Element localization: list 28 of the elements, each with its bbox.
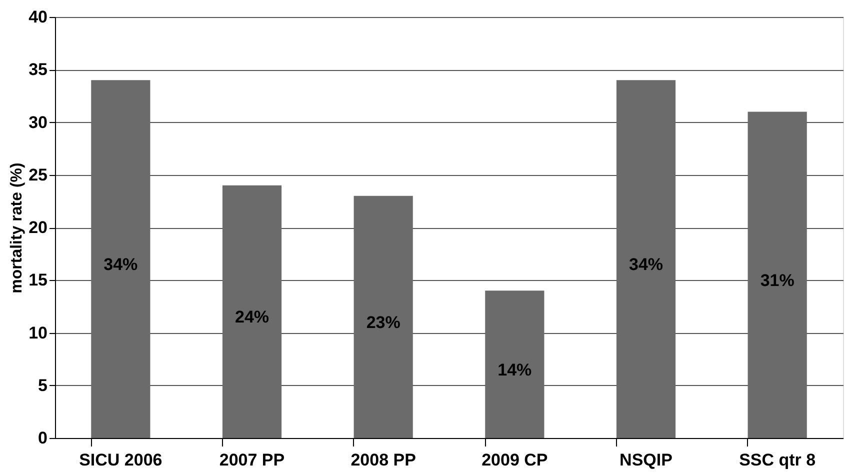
x-tick-label: 2007 PP (219, 450, 285, 470)
y-tick-label: 10 (28, 323, 48, 342)
data-label: 34% (104, 255, 138, 274)
bar (354, 196, 413, 438)
bar (616, 80, 676, 438)
x-tick-label: 2009 CP (482, 450, 548, 470)
bar (485, 290, 544, 438)
bar (222, 185, 282, 438)
x-tick-label: SSC qtr 8 (739, 450, 816, 470)
data-label: 24% (234, 308, 270, 327)
y-tick-label: 35 (28, 60, 48, 80)
x-tick-label: 2008 PP (350, 450, 416, 470)
y-axis-title: mortality rate (%) (8, 162, 26, 294)
x-tick-label: NSQIP (620, 450, 672, 470)
y-tick-label: 0 (38, 428, 48, 448)
bar (91, 80, 150, 438)
y-tick-label: 5 (38, 376, 48, 395)
y-tick-label: 25 (28, 165, 48, 184)
data-label: 14% (498, 360, 532, 380)
data-label: 34% (628, 255, 664, 274)
y-tick-label: 15 (28, 270, 48, 290)
data-label: 23% (366, 312, 400, 332)
bar (748, 112, 807, 438)
x-tick-label: SICU 2006 (79, 450, 162, 470)
y-tick-label: 20 (28, 218, 48, 237)
y-tick-label: 30 (28, 112, 48, 132)
data-label: 31% (760, 270, 794, 290)
y-tick-label: 40 (28, 8, 48, 26)
